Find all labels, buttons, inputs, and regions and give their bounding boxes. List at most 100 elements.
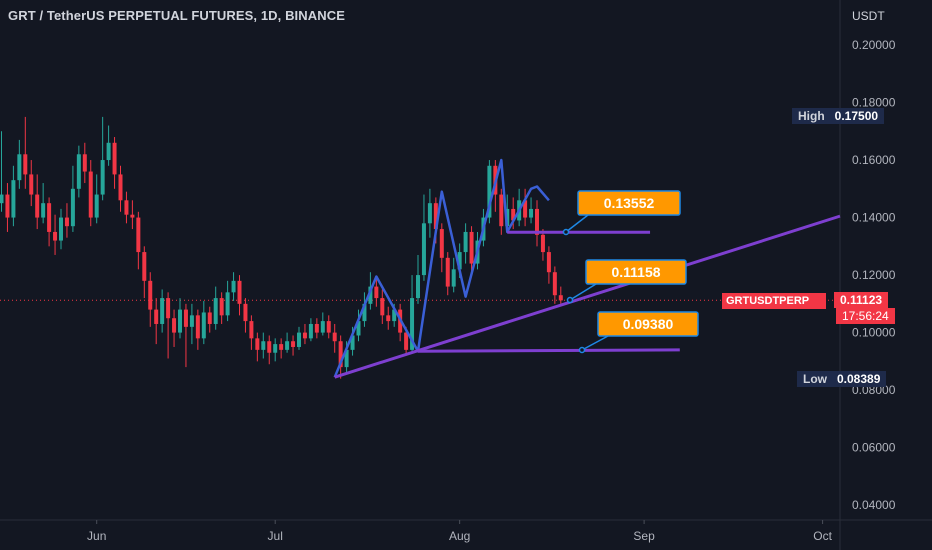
callout-pointer [581, 335, 609, 351]
low-marker: Low 0.08389 [797, 371, 887, 387]
candle-body [142, 252, 147, 281]
support-line [417, 348, 680, 353]
low-label: Low [797, 371, 831, 387]
candle-body [511, 208, 516, 221]
candle-body [487, 165, 492, 218]
candle-body [64, 217, 69, 227]
candle-body [546, 252, 551, 273]
y-tick-label: 0.20000 [852, 38, 896, 52]
callout-text: 0.11158 [611, 264, 660, 280]
candle-body [47, 203, 52, 232]
countdown-marker: 17:56:24 [836, 308, 895, 324]
candle-body [166, 298, 171, 319]
y-tick-label: 0.16000 [852, 153, 896, 167]
y-tick-label: 0.18000 [852, 96, 896, 110]
candle-body [291, 341, 296, 347]
candle-body [17, 154, 22, 181]
candle-body [535, 208, 539, 235]
candle-body [279, 344, 284, 350]
callout-text: 0.13552 [604, 195, 655, 211]
callout-anchor [562, 228, 570, 236]
candle-body [427, 203, 432, 224]
candle-body [154, 309, 159, 324]
candle-body [267, 341, 272, 353]
callout-box [577, 190, 681, 216]
candle-body [540, 234, 545, 253]
bar-countdown: 17:56:24 [836, 308, 895, 324]
candle-body [178, 309, 182, 333]
candle-body [273, 344, 278, 353]
candle-body [249, 321, 254, 339]
callout-pointer [569, 283, 597, 301]
candle-body [523, 200, 528, 218]
candle-body [172, 318, 177, 333]
callout-box [585, 259, 687, 285]
high-value: 0.17500 [828, 108, 885, 124]
callout-text: 0.09380 [623, 316, 674, 332]
candle-body [183, 309, 188, 327]
candle-body [41, 203, 46, 218]
x-tick-label: Jul [268, 529, 283, 543]
candle-body [451, 269, 456, 287]
candle-body [445, 257, 450, 287]
candle-body [439, 229, 444, 258]
candle-body [529, 208, 534, 218]
candle-body [70, 188, 75, 227]
candle-body [308, 323, 313, 339]
callout-box [597, 311, 699, 337]
candle-body [362, 303, 367, 322]
y-tick-label: 0.14000 [852, 211, 896, 225]
candle-body [416, 275, 420, 299]
candle-body [404, 332, 409, 350]
y-tick-label: 0.10000 [852, 326, 896, 340]
candle-body [213, 298, 218, 324]
candle-body [237, 280, 242, 304]
candle-body [124, 200, 129, 215]
candle-body [106, 142, 111, 161]
candle-body [297, 332, 301, 347]
price-axis-currency: USDT [852, 9, 885, 23]
x-tick-label: Oct [813, 529, 832, 543]
y-tick-label: 0.04000 [852, 498, 896, 512]
candle-body [374, 286, 379, 299]
x-tick-label: Sep [633, 529, 655, 543]
low-value: 0.08389 [831, 371, 887, 387]
candle-body [243, 303, 248, 322]
candle-body [433, 203, 438, 230]
candle-body [112, 142, 117, 175]
candle-body [410, 298, 415, 350]
candle-body [76, 154, 81, 189]
callout-pointer [565, 214, 589, 233]
candle-body [558, 295, 563, 301]
candle-body [344, 349, 349, 368]
candle-body [53, 231, 58, 241]
y-tick-label: 0.12000 [852, 268, 896, 282]
chart-title: GRT / TetherUS PERPETUAL FUTURES, 1D, BI… [8, 8, 345, 23]
callout-anchor [566, 296, 574, 304]
candle-body [499, 194, 504, 227]
candle-body [392, 309, 397, 322]
last-price-marker: GRTUSDTPERP 0.11123 [722, 292, 889, 309]
y-tick-label: 0.06000 [852, 441, 896, 455]
price-callout: 0.13552 [562, 190, 681, 236]
candle-body [380, 298, 385, 316]
candle-body [421, 223, 426, 276]
candle-body [255, 338, 260, 350]
candle-body [160, 298, 165, 324]
callout-anchor [578, 346, 586, 354]
candle-body [118, 174, 123, 201]
candle-body [82, 154, 87, 172]
candle-body [100, 160, 105, 195]
candle-body [94, 194, 99, 218]
x-tick-label: Aug [449, 529, 470, 543]
candle-body [463, 231, 468, 253]
candle-body [23, 154, 28, 175]
candle-body [219, 298, 224, 316]
candle-body [338, 341, 343, 368]
candle-body [130, 214, 135, 218]
candle-body [314, 323, 319, 333]
candle-body [356, 321, 361, 336]
candle-body [332, 332, 337, 342]
price-callout: 0.11158 [566, 259, 687, 304]
